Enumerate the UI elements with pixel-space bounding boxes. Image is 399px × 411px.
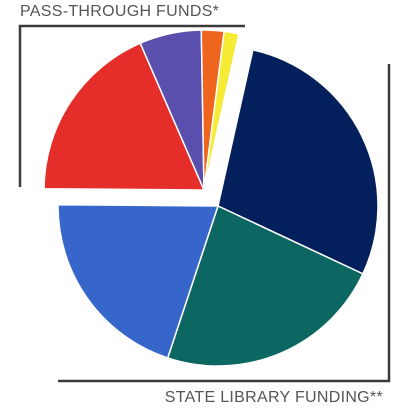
state-library-bracket (58, 64, 391, 383)
pie-slice-4 (43, 42, 206, 191)
pass-through-funds-label: PASS-THROUGH FUNDS* (20, 3, 220, 20)
pie-slice-7 (203, 30, 240, 191)
pie-slice-1 (217, 48, 379, 275)
pass-through-bracket (18, 24, 245, 187)
pie-slices (43, 29, 379, 367)
pie-slice-3 (57, 203, 220, 359)
pie-slice-2 (166, 204, 364, 367)
state-library-funding-label: STATE LIBRARY FUNDING** (164, 389, 383, 406)
